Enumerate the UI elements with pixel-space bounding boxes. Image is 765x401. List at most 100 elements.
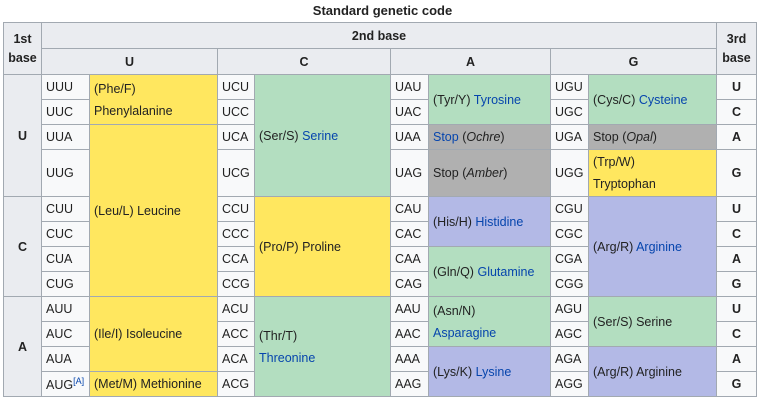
- codon-cell: UUA: [41, 124, 90, 150]
- codon-cell: CGG: [550, 271, 589, 297]
- codon-cell: AGA: [550, 346, 589, 372]
- third-base-cell: A: [716, 124, 757, 150]
- codon-cell: CAA: [390, 246, 429, 272]
- codon-cell: CUC: [41, 221, 90, 247]
- codon-cell: AGG: [550, 371, 589, 397]
- codon-cell: AAG: [390, 371, 429, 397]
- codon-cell: UUC: [41, 99, 90, 125]
- codon-cell: CUU: [41, 196, 90, 222]
- third-base-cell: G: [716, 149, 757, 197]
- stop-link[interactable]: Stop: [433, 130, 459, 144]
- col-header-g: G: [550, 48, 717, 75]
- third-base-cell: U: [716, 74, 757, 100]
- codon-cell: ACC: [217, 321, 255, 347]
- codon-cell: AUC: [41, 321, 90, 347]
- codon-cell: UCU: [217, 74, 255, 100]
- aa-lysine: (Lys/K) Lysine: [428, 346, 551, 397]
- aa-arginine: (Arg/R) Arginine: [588, 196, 717, 297]
- codon-cell: AUG[A]: [41, 371, 90, 397]
- col-header-u: U: [41, 48, 218, 75]
- first-base-header: 1st base: [3, 22, 42, 75]
- codon-cell: CCU: [217, 196, 255, 222]
- third-base-cell: C: [716, 221, 757, 247]
- aa-serine-2: (Ser/S) Serine: [588, 296, 717, 347]
- codon-cell: UUU: [41, 74, 90, 100]
- codon-cell: AUU: [41, 296, 90, 322]
- second-base-header: 2nd base: [41, 22, 717, 49]
- histidine-link[interactable]: Histidine: [475, 214, 524, 229]
- third-base-cell: G: [716, 371, 757, 397]
- threonine-link[interactable]: Threonine: [259, 350, 316, 365]
- asparagine-link[interactable]: Asparagine: [433, 325, 497, 340]
- codon-cell: UUG: [41, 149, 90, 197]
- arginine-link[interactable]: Arginine: [636, 239, 682, 254]
- codon-cell: UCG: [217, 149, 255, 197]
- aa-serine: (Ser/S) Serine: [254, 74, 391, 197]
- col-header-a: A: [390, 48, 551, 75]
- codon-cell: CGU: [550, 196, 589, 222]
- codon-cell: CGC: [550, 221, 589, 247]
- codon-cell: AGU: [550, 296, 589, 322]
- glutamine-link[interactable]: Glutamine: [477, 264, 535, 279]
- codon-cell: CGA: [550, 246, 589, 272]
- aa-cysteine: (Cys/C) Cysteine: [588, 74, 717, 125]
- codon-cell: CAC: [390, 221, 429, 247]
- aa-glutamine: (Gln/Q) Glutamine: [428, 246, 551, 297]
- codon-cell: UGG: [550, 149, 589, 197]
- codon-cell: UAA: [390, 124, 429, 150]
- codon-cell: ACU: [217, 296, 255, 322]
- codon-cell: UCA: [217, 124, 255, 150]
- codon-cell: CCA: [217, 246, 255, 272]
- codon-cell: CAU: [390, 196, 429, 222]
- stop-amber: Stop (Amber): [428, 149, 551, 197]
- col-header-c: C: [217, 48, 391, 75]
- codon-cell: UGC: [550, 99, 589, 125]
- codon-cell: AGC: [550, 321, 589, 347]
- third-base-cell: C: [716, 321, 757, 347]
- codon-cell: AAC: [390, 321, 429, 347]
- third-base-cell: A: [716, 246, 757, 272]
- aa-histidine: (His/H) Histidine: [428, 196, 551, 247]
- aa-methionine: (Met/M) Methionine: [89, 371, 218, 397]
- codon-cell: CUG: [41, 271, 90, 297]
- codon-cell: UGA: [550, 124, 589, 150]
- aa-phenylalanine: (Phe/F) Phenylalanine: [89, 74, 218, 125]
- row-header-a: A: [3, 296, 42, 397]
- codon-cell: UGU: [550, 74, 589, 100]
- cysteine-link[interactable]: Cysteine: [638, 92, 688, 107]
- codon-cell: UAU: [390, 74, 429, 100]
- third-base-cell: A: [716, 346, 757, 372]
- tyrosine-link[interactable]: Tyrosine: [473, 92, 521, 107]
- lysine-link[interactable]: Lysine: [475, 364, 512, 379]
- codon-cell: AAU: [390, 296, 429, 322]
- aa-isoleucine: (Ile/I) Isoleucine: [89, 296, 218, 372]
- aa-leucine: (Leu/L) Leucine: [89, 124, 218, 297]
- codon-cell: AUA: [41, 346, 90, 372]
- codon-cell: UCC: [217, 99, 255, 125]
- codon-cell: AAA: [390, 346, 429, 372]
- phenylalanine-link[interactable]: Phenylalanine: [94, 103, 173, 118]
- row-header-c: C: [3, 196, 42, 297]
- third-base-cell: G: [716, 271, 757, 297]
- leucine-link[interactable]: Leucine: [137, 203, 181, 218]
- stop-ochre: Stop (Ochre): [428, 124, 551, 150]
- row-header-u: U: [3, 74, 42, 197]
- third-base-cell: C: [716, 99, 757, 125]
- codon-cell: CCG: [217, 271, 255, 297]
- aa-tryptophan: (Trp/W) Tryptophan: [588, 149, 717, 197]
- serine-link[interactable]: Serine: [302, 128, 339, 143]
- aa-proline: (Pro/P) Proline: [254, 196, 391, 297]
- stop-opal: Stop (Opal): [588, 124, 717, 150]
- aa-threonine: (Thr/T) Threonine: [254, 296, 391, 397]
- aa-tyrosine: (Tyr/Y) Tyrosine: [428, 74, 551, 125]
- third-base-cell: U: [716, 296, 757, 322]
- table-caption: Standard genetic code: [312, 3, 453, 18]
- codon-cell: CAG: [390, 271, 429, 297]
- footnote-a-link[interactable]: [A]: [73, 375, 85, 386]
- aa-asparagine: (Asn/N) Asparagine: [428, 296, 551, 347]
- third-base-cell: U: [716, 196, 757, 222]
- codon-cell: UAC: [390, 99, 429, 125]
- codon-cell: ACA: [217, 346, 255, 372]
- codon-cell: ACG: [217, 371, 255, 397]
- codon-cell: CUA: [41, 246, 90, 272]
